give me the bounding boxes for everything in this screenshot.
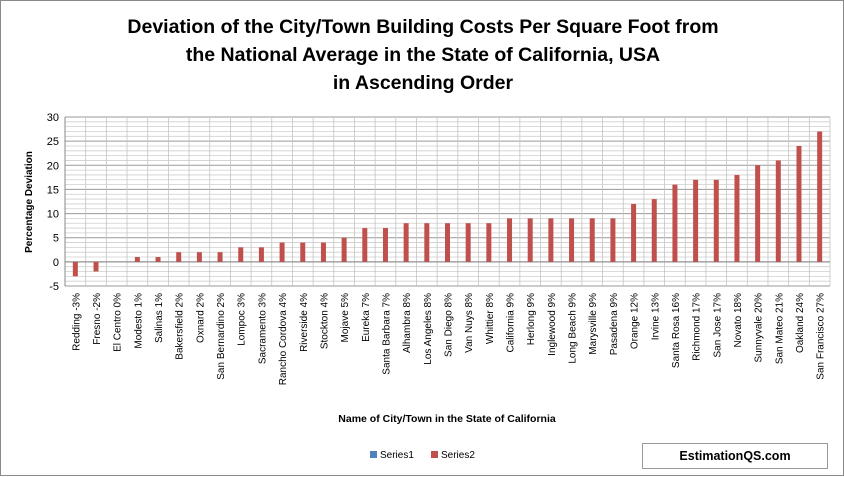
bar-14 (341, 237, 347, 262)
chart-title: Deviation of the City/Town Building Cost… (1, 13, 844, 97)
y-tick-label: 10 (47, 209, 59, 221)
watermark-label: EstimationQS.com (642, 443, 828, 469)
x-tick-label: Rancho Cordova 4% (278, 293, 289, 385)
x-tick-label: San Jose 17% (712, 293, 723, 358)
bar-37 (817, 131, 823, 262)
legend-series1-label: Series1 (380, 450, 414, 461)
bar-4 (134, 257, 140, 262)
x-tick-label: Oxnard 2% (195, 293, 206, 343)
bar-6 (176, 252, 182, 262)
x-axis-label: Name of City/Town in the State of Califo… (338, 413, 556, 425)
bar-23 (527, 218, 533, 262)
y-tick-label: 20 (47, 160, 59, 172)
bar-30 (672, 184, 678, 262)
bar-25 (569, 218, 575, 262)
x-tick-label: Marysville 9% (588, 293, 599, 355)
y-tick-label: 30 (47, 112, 59, 124)
legend: Series1 Series2 (370, 450, 475, 461)
x-tick-label: El Centro 0% (113, 293, 124, 352)
bar-28 (631, 203, 637, 262)
x-tick-label: Mojave 5% (340, 293, 351, 343)
bar-29 (651, 199, 657, 262)
bar-13 (320, 242, 326, 262)
bar-31 (693, 179, 699, 262)
x-tick-label: Riverside 4% (299, 293, 310, 352)
x-tick-label: Santa Rosa 16% (671, 293, 682, 368)
x-tick-label: Oakland 24% (795, 293, 806, 353)
x-tick-label: Bakersfield 2% (175, 293, 186, 360)
x-tick-label: Los Angeles 8% (423, 293, 434, 365)
y-tick-label: 5 (53, 233, 59, 245)
x-tick-label: Sunnyvale 20% (754, 293, 765, 363)
x-axis-ticks: Redding -3% Fresno -2% El Centro 0% Modesto… (71, 293, 826, 385)
y-axis-ticks: -5 0 5 10 15 20 25 30 (47, 112, 59, 293)
bar-27 (610, 218, 616, 262)
x-tick-label: California 9% (506, 293, 517, 353)
y-axis-label: Percentage Deviation (24, 151, 35, 253)
y-tick-label: 15 (47, 184, 59, 196)
bar-8 (217, 252, 223, 262)
bar-7 (196, 252, 202, 262)
bar-9 (238, 247, 244, 262)
x-tick-label: San Mateo 21% (774, 293, 785, 364)
bar-21 (486, 223, 492, 262)
bar-20 (465, 223, 471, 262)
bar-32 (713, 179, 719, 262)
x-tick-label: Fresno -2% (92, 293, 103, 345)
y-tick-label: 0 (53, 257, 59, 269)
legend-series2-swatch (431, 451, 438, 458)
x-tick-label: San Francisco 27% (816, 293, 827, 380)
x-tick-label: Herlong 9% (526, 293, 537, 345)
bar-17 (403, 223, 409, 262)
bar-33 (734, 174, 740, 262)
x-tick-label: Orange 12% (630, 293, 641, 349)
bars (72, 131, 823, 277)
bar-19 (445, 223, 450, 262)
x-tick-label: Redding -3% (71, 293, 82, 351)
bar-12 (300, 242, 306, 262)
bar-10 (258, 247, 264, 262)
x-tick-label: San Diego 8% (444, 293, 455, 357)
legend-series1-swatch (370, 451, 377, 458)
bar-1 (72, 261, 78, 277)
bar-35 (775, 160, 781, 262)
x-tick-label: Alhambra 8% (402, 293, 413, 353)
x-tick-label: Van Nuys 8% (464, 293, 475, 353)
x-tick-label: San Bernardino 2% (216, 293, 227, 380)
bar-11 (279, 242, 285, 262)
chart-title-line-1: Deviation of the City/Town Building Cost… (127, 16, 719, 38)
bar-24 (548, 218, 554, 262)
x-tick-label: Novato 18% (733, 293, 744, 348)
x-tick-label: Inglewood 9% (547, 293, 558, 356)
x-tick-label: Salinas 1% (154, 293, 165, 343)
bar-5 (155, 257, 161, 262)
y-tick-label: 25 (47, 136, 59, 148)
bar-15 (362, 228, 368, 262)
x-tick-label: Whittier 8% (485, 293, 496, 344)
x-tick-label: Modesto 1% (133, 293, 144, 349)
legend-series2-label: Series2 (441, 450, 475, 461)
bar-36 (796, 145, 802, 262)
x-tick-label: Long Beach 9% (568, 293, 579, 364)
bar-16 (382, 228, 388, 262)
x-tick-label: Lompoc 3% (237, 293, 248, 346)
x-tick-label: Pasadena 9% (609, 293, 620, 355)
x-tick-label: Irvine 13% (650, 293, 661, 340)
bar-2 (93, 261, 99, 272)
chart-title-line-3: in Ascending Order (332, 72, 514, 94)
x-tick-label: Stockton 4% (319, 293, 330, 349)
chart-title-line-2: the National Average in the State of Cal… (185, 44, 661, 66)
bar-26 (589, 218, 595, 262)
x-tick-label: Eureka 7% (361, 293, 372, 342)
bar-18 (424, 223, 430, 262)
x-tick-label: Sacramento 3% (257, 293, 268, 364)
x-tick-label: Richmond 17% (692, 293, 703, 361)
y-tick-label: -5 (49, 281, 59, 293)
x-tick-label: Santa Barbara 7% (381, 293, 392, 375)
bar-34 (755, 165, 761, 262)
bar-22 (507, 218, 513, 262)
